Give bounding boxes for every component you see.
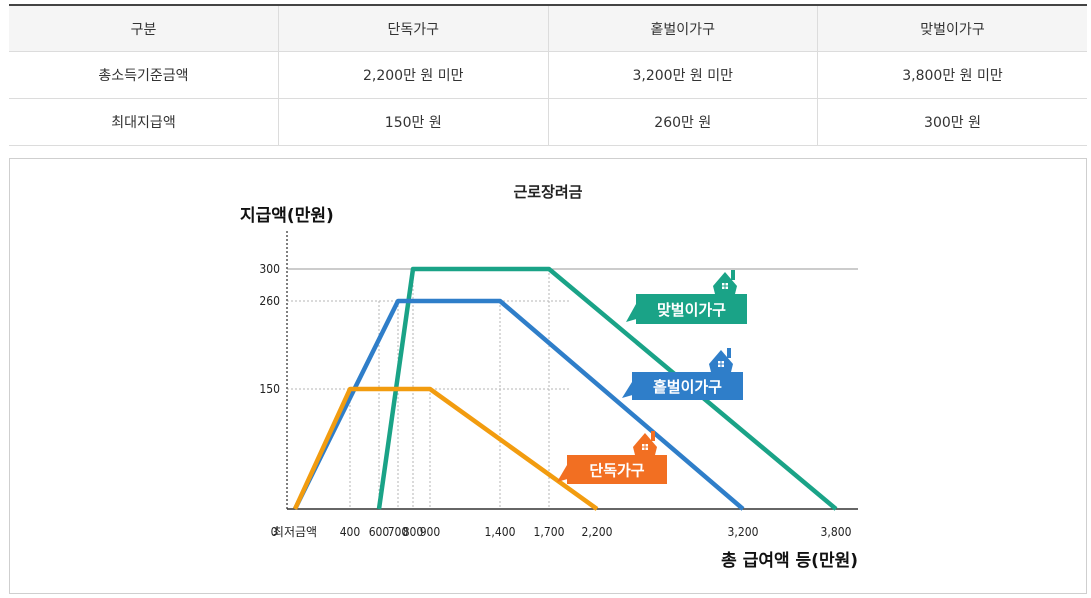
table-header-row: 구분 단독가구 홑벌이가구 맞벌이가구 (9, 4, 1087, 52)
table-row: 총소득기준금액 2,200만 원 미만 3,200만 원 미만 3,800만 원… (9, 51, 1087, 99)
legend-badge-box (636, 294, 747, 324)
chart-title: 근로장려금 (513, 183, 582, 201)
house-chimney-icon (731, 270, 735, 280)
table-cell: 2,200만 원 미만 (278, 51, 548, 99)
legend-badge: 홑벌이가구 (622, 348, 743, 400)
x-tick-label: 최저금액 (273, 525, 317, 539)
y-axis-label: 지급액(만원) (240, 206, 334, 226)
legend-badge: 단독가구 (557, 431, 667, 484)
x-tick-label: 600 (369, 525, 390, 539)
row-label: 최대지급액 (9, 98, 279, 146)
x-tick-label: 1,700 (534, 525, 565, 539)
earned-income-credit-chart: 근로장려금 지급액(만원) 총 급여액 등(만원) 0 150 260 300 최저금… (240, 183, 858, 571)
x-axis-label: 총 급여액 등(만원) (721, 551, 858, 571)
house-chimney-icon (727, 348, 731, 358)
eligibility-table-wrap: 구분 단독가구 홑벌이가구 맞벌이가구 총소득기준금액 2,200만 원 미만 … (9, 4, 1087, 146)
header-dual-earner: 맞벌이가구 (817, 4, 1087, 52)
x-tick-label: 800 (403, 525, 424, 539)
x-tick-label: 400 (340, 525, 361, 539)
legend-label: 홑벌이가구 (653, 378, 722, 396)
table-cell: 3,200만 원 미만 (547, 51, 818, 99)
legend-badge-box (632, 372, 743, 400)
header-category: 구분 (9, 4, 279, 52)
series-line-단독가구 (292, 386, 599, 511)
table-cell: 150만 원 (278, 98, 548, 146)
legend-label: 맞벌이가구 (657, 301, 726, 319)
x-tick-label: 1,400 (485, 525, 516, 539)
legend-badge: 맞벌이가구 (626, 270, 747, 324)
legend-badge-box (567, 455, 667, 484)
legend-label: 단독가구 (589, 462, 644, 480)
x-origin-label: 0 (271, 525, 278, 539)
y-tick-label: 300 (259, 262, 280, 276)
table-row: 최대지급액 150만 원 260만 원 300만 원 (9, 98, 1087, 146)
table-cell: 3,800만 원 미만 (817, 51, 1087, 99)
x-tick-label: 3,800 (821, 525, 852, 539)
series-line-홑벌이가구 (292, 298, 745, 511)
table-cell: 300만 원 (817, 98, 1087, 146)
x-tick-label: 900 (420, 525, 441, 539)
y-tick-label: 260 (259, 294, 280, 308)
row-label: 총소득기준금액 (9, 51, 279, 99)
eligibility-table: 구분 단독가구 홑벌이가구 맞벌이가구 총소득기준금액 2,200만 원 미만 … (9, 4, 1087, 146)
table-cell: 260만 원 (547, 98, 818, 146)
house-chimney-icon (651, 431, 655, 441)
x-tick-label: 3,200 (728, 525, 759, 539)
x-tick-label: 700 (388, 525, 409, 539)
header-single: 단독가구 (278, 4, 548, 52)
x-tick-label: 2,200 (582, 525, 613, 539)
header-single-earner: 홑벌이가구 (547, 4, 818, 52)
chart-container: 근로장려금 지급액(만원) 총 급여액 등(만원) 0 150 260 300 최저금… (9, 158, 1087, 594)
y-tick-label: 150 (259, 382, 280, 396)
